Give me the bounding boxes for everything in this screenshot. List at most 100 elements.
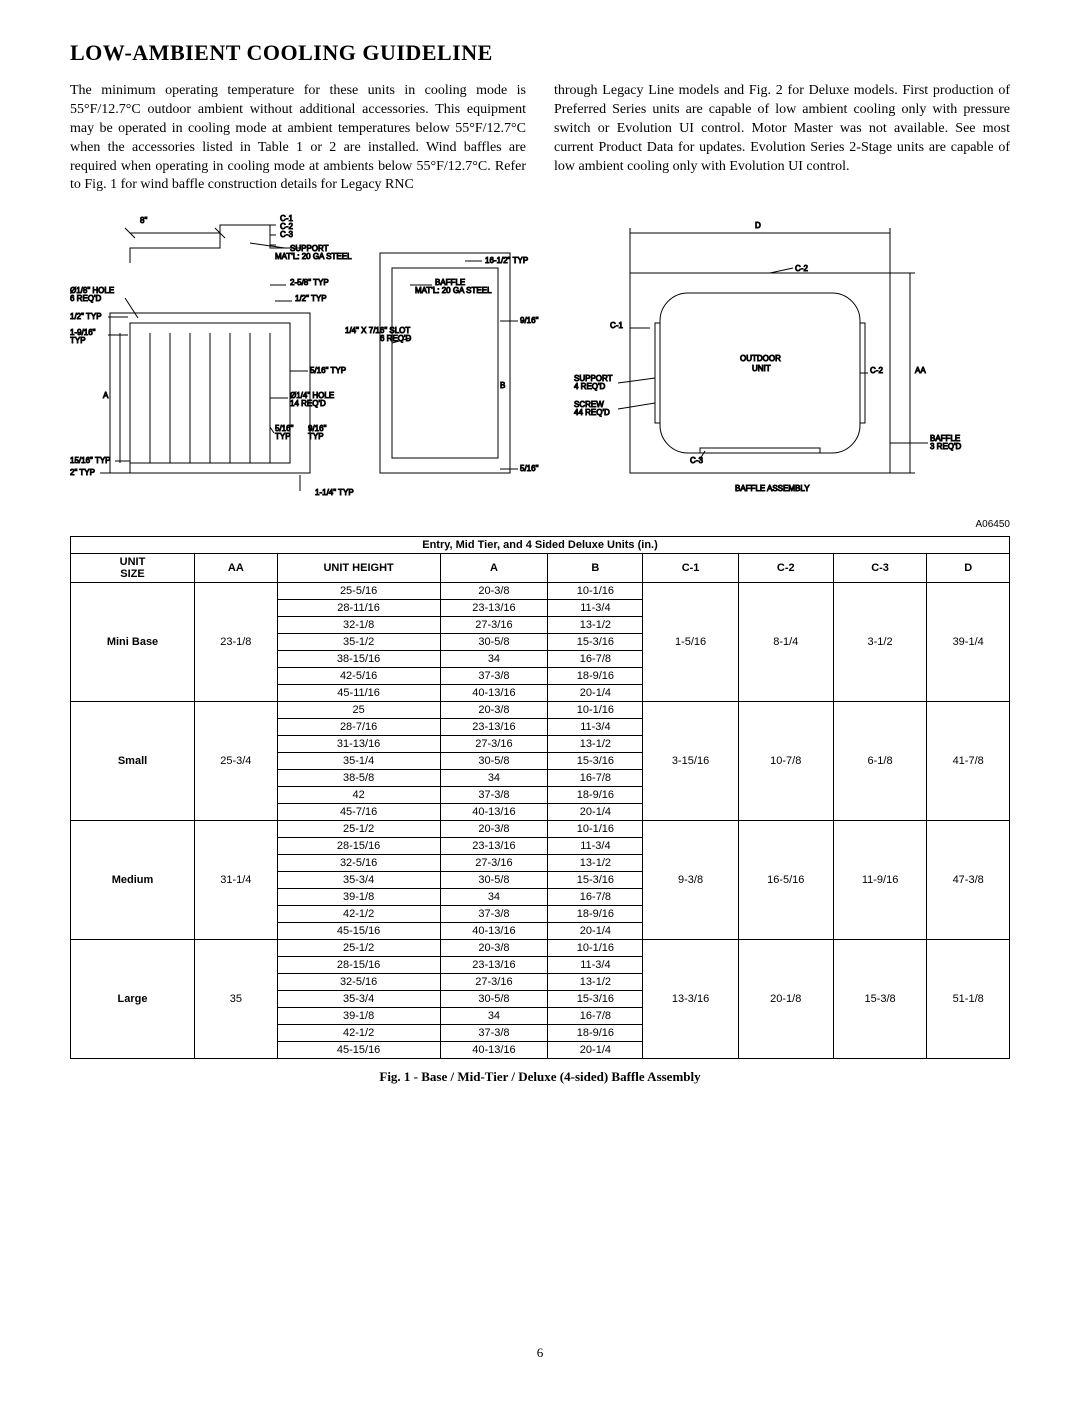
data-cell: 20-1/4	[548, 923, 643, 940]
dimension-table: Entry, Mid Tier, and 4 Sided Deluxe Unit…	[70, 536, 1010, 1059]
c3-cell: 3-1/2	[833, 583, 927, 702]
c2-cell: 10-7/8	[738, 702, 833, 821]
table-row: Small25-3/42520-3/810-1/163-15/1610-7/86…	[71, 702, 1010, 719]
aa-cell: 25-3/4	[195, 702, 278, 821]
data-cell: 39-1/8	[277, 889, 440, 906]
diagram-id: A06450	[70, 519, 1010, 530]
svg-text:5/16" TYP: 5/16" TYP	[520, 464, 540, 473]
data-cell: 40-13/16	[440, 804, 548, 821]
svg-text:AA: AA	[915, 366, 926, 375]
baffle-assembly-diagram: D C-2 C-1 OUTDOOR UNIT C-2 SUPPORT 4 REQ…	[570, 213, 990, 513]
data-cell: 23-13/16	[440, 719, 548, 736]
diagram-row: 8" C-1 C-2 C-3 SUPPORT MAT'L: 20 GA STEE…	[70, 213, 1010, 513]
data-cell: 15-3/16	[548, 634, 643, 651]
intro-right: through Legacy Line models and Fig. 2 fo…	[554, 82, 1010, 195]
data-cell: 32-5/16	[277, 855, 440, 872]
svg-text:15/16" TYP: 15/16" TYP	[70, 456, 111, 465]
data-cell: 11-3/4	[548, 957, 643, 974]
svg-text:B: B	[500, 381, 505, 390]
svg-text:6 REQ'D: 6 REQ'D	[70, 294, 102, 303]
data-cell: 20-3/8	[440, 940, 548, 957]
svg-text:OUTDOOR: OUTDOOR	[740, 354, 781, 363]
data-cell: 35-3/4	[277, 872, 440, 889]
column-header: A	[440, 554, 548, 583]
aa-cell: 31-1/4	[195, 821, 278, 940]
data-cell: 10-1/16	[548, 583, 643, 600]
data-cell: 28-15/16	[277, 957, 440, 974]
data-cell: 13-1/2	[548, 617, 643, 634]
column-header: D	[927, 554, 1010, 583]
c1-cell: 1-5/16	[643, 583, 738, 702]
data-cell: 42-1/2	[277, 906, 440, 923]
data-cell: 30-5/8	[440, 753, 548, 770]
data-cell: 34	[440, 889, 548, 906]
data-cell: 16-7/8	[548, 889, 643, 906]
data-cell: 31-13/16	[277, 736, 440, 753]
data-cell: 45-11/16	[277, 685, 440, 702]
d-cell: 47-3/8	[927, 821, 1010, 940]
unit-size-cell: Mini Base	[71, 583, 195, 702]
c1-cell: 13-3/16	[643, 940, 738, 1059]
svg-text:C-2: C-2	[795, 264, 808, 273]
data-cell: 38-5/8	[277, 770, 440, 787]
data-cell: 45-15/16	[277, 1042, 440, 1059]
data-cell: 15-3/16	[548, 991, 643, 1008]
data-cell: 11-3/4	[548, 600, 643, 617]
intro-columns: The minimum operating temperature for th…	[70, 82, 1010, 195]
data-cell: 32-1/8	[277, 617, 440, 634]
c3-cell: 6-1/8	[833, 702, 927, 821]
c2-cell: 16-5/16	[738, 821, 833, 940]
d-cell: 51-1/8	[927, 940, 1010, 1059]
svg-text:C-1: C-1	[610, 321, 623, 330]
page-number: 6	[70, 1345, 1010, 1361]
svg-text:A: A	[103, 391, 109, 400]
svg-text:8": 8"	[140, 216, 147, 225]
data-cell: 20-1/4	[548, 1042, 643, 1059]
data-cell: 35-3/4	[277, 991, 440, 1008]
data-cell: 42-1/2	[277, 1025, 440, 1042]
data-cell: 20-1/4	[548, 804, 643, 821]
table-row: Medium31-1/425-1/220-3/810-1/169-3/816-5…	[71, 821, 1010, 838]
baffle-construction-diagram: 8" C-1 C-2 C-3 SUPPORT MAT'L: 20 GA STEE…	[70, 213, 540, 513]
data-cell: 25-5/16	[277, 583, 440, 600]
data-cell: 37-3/8	[440, 787, 548, 804]
data-cell: 30-5/8	[440, 991, 548, 1008]
data-cell: 20-3/8	[440, 583, 548, 600]
data-cell: 35-1/4	[277, 753, 440, 770]
aa-cell: 23-1/8	[195, 583, 278, 702]
data-cell: 10-1/16	[548, 821, 643, 838]
svg-text:5/16" TYP: 5/16" TYP	[310, 366, 346, 375]
data-cell: 42	[277, 787, 440, 804]
data-cell: 34	[440, 651, 548, 668]
aa-cell: 35	[195, 940, 278, 1059]
column-header: B	[548, 554, 643, 583]
data-cell: 28-15/16	[277, 838, 440, 855]
svg-text:C-3: C-3	[280, 230, 293, 239]
svg-text:1/2" TYP: 1/2" TYP	[70, 312, 102, 321]
svg-text:MAT'L: 20 GA STEEL: MAT'L: 20 GA STEEL	[275, 252, 352, 261]
data-cell: 18-9/16	[548, 906, 643, 923]
table-title: Entry, Mid Tier, and 4 Sided Deluxe Unit…	[71, 537, 1010, 554]
intro-left: The minimum operating temperature for th…	[70, 82, 526, 195]
svg-text:1/2" TYP: 1/2" TYP	[295, 294, 327, 303]
data-cell: 23-13/16	[440, 957, 548, 974]
data-cell: 37-3/8	[440, 1025, 548, 1042]
column-header: C-3	[833, 554, 927, 583]
data-cell: 18-9/16	[548, 1025, 643, 1042]
data-cell: 20-3/8	[440, 821, 548, 838]
svg-text:TYP: TYP	[308, 432, 324, 441]
table-row: Mini Base23-1/825-5/1620-3/810-1/161-5/1…	[71, 583, 1010, 600]
svg-text:14 REQ'D: 14 REQ'D	[290, 399, 326, 408]
svg-text:TYP: TYP	[275, 432, 291, 441]
page-title: LOW-AMBIENT COOLING GUIDELINE	[70, 40, 1010, 66]
data-cell: 16-7/8	[548, 1008, 643, 1025]
data-cell: 40-13/16	[440, 685, 548, 702]
data-cell: 30-5/8	[440, 634, 548, 651]
data-cell: 16-7/8	[548, 770, 643, 787]
data-cell: 25-1/2	[277, 940, 440, 957]
unit-size-cell: Medium	[71, 821, 195, 940]
svg-text:2-5/8" TYP: 2-5/8" TYP	[290, 278, 329, 287]
data-cell: 40-13/16	[440, 1042, 548, 1059]
svg-text:9/16" TYP: 9/16" TYP	[520, 316, 540, 325]
data-cell: 20-1/4	[548, 685, 643, 702]
